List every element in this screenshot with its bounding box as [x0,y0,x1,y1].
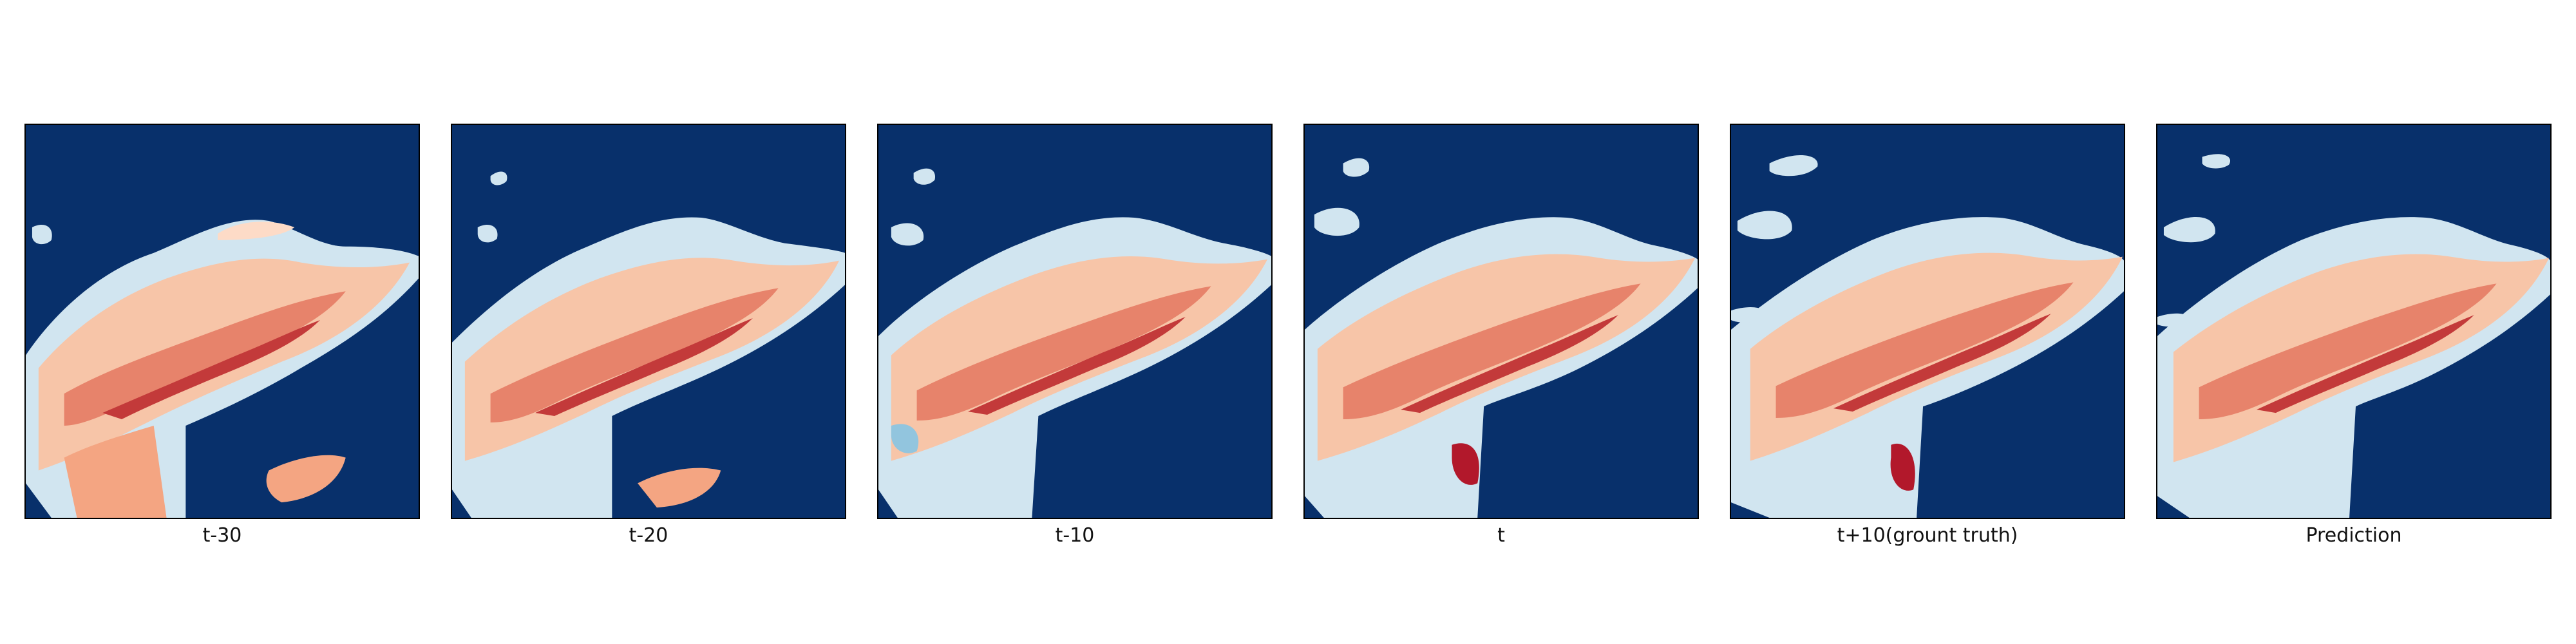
radar-field-t-plus-10-ground-truth [1731,125,2124,518]
radar-field-t-minus-30 [26,125,419,518]
panel-t-minus-10 [877,124,1273,519]
panel-t-minus-20 [451,124,846,519]
panel-t [1303,124,1699,519]
panel-label-t-minus-20: t-20 [629,524,668,547]
panel-label-t-minus-30: t-30 [202,524,242,547]
panel-t-minus-30 [24,124,420,519]
panel-label-prediction: Prediction [2306,524,2402,547]
panel-label-t-plus-10-ground-truth: t+10(grount truth) [1837,524,2018,547]
panel-label-t-minus-10: t-10 [1055,524,1095,547]
radar-field-prediction [2157,125,2550,518]
panel-t-plus-10-ground-truth [1730,124,2125,519]
radar-field-t-minus-10 [878,125,1271,518]
panel-prediction [2156,124,2552,519]
panel-label-t: t [1497,524,1505,547]
radar-field-t-minus-20 [452,125,845,518]
radar-field-t [1305,125,1698,518]
